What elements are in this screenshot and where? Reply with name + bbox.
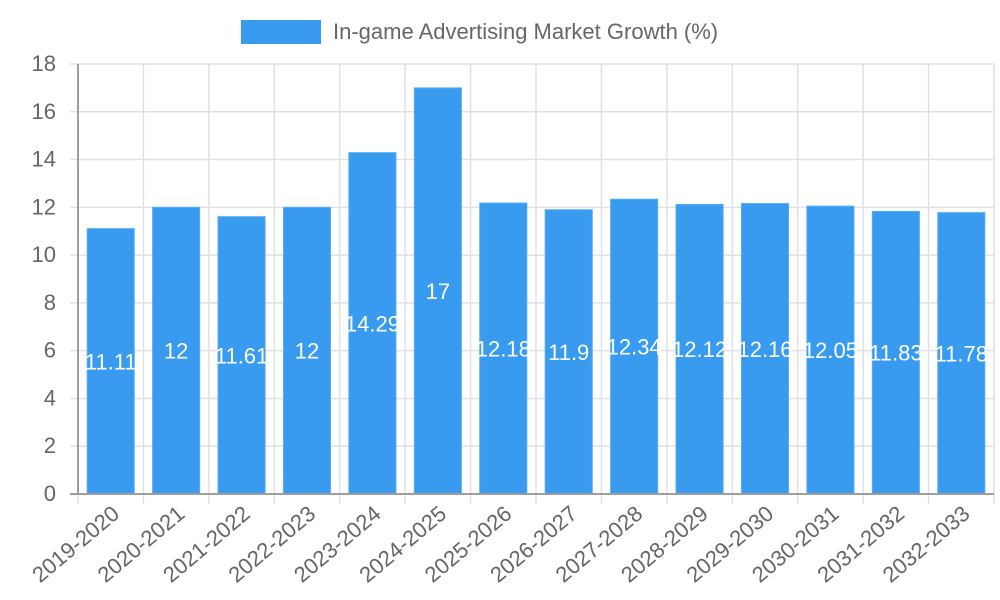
data-label: 12.34 <box>607 335 662 360</box>
y-tick-label: 4 <box>44 385 56 410</box>
y-tick-label: 10 <box>32 242 56 267</box>
data-label: 11.11 <box>85 349 137 374</box>
data-label: 11.61 <box>215 343 268 368</box>
bar[interactable] <box>282 206 332 495</box>
y-tick-label: 18 <box>32 51 56 76</box>
data-label: 14.29 <box>345 311 400 336</box>
bars <box>86 87 986 495</box>
bar[interactable] <box>152 206 201 495</box>
data-label: 12.12 <box>672 337 727 362</box>
bar[interactable] <box>740 203 790 495</box>
y-axis-ticks: 0 2 4 6 8 10 12 14 16 18 <box>32 51 56 506</box>
bar[interactable] <box>806 205 855 495</box>
y-tick-label: 16 <box>32 99 56 124</box>
bar[interactable] <box>937 212 986 495</box>
y-tick-label: 14 <box>32 147 56 172</box>
bar[interactable] <box>479 202 528 495</box>
bar[interactable] <box>217 216 266 495</box>
data-label: 11.78 <box>935 341 988 366</box>
data-label: 12.18 <box>476 337 531 362</box>
y-tick-label: 12 <box>32 194 56 219</box>
data-label: 12.16 <box>737 337 792 362</box>
chart-legend[interactable]: In-game Advertising Market Growth (%) <box>241 19 718 45</box>
data-label: 11.9 <box>548 340 589 365</box>
grid-lines <box>70 63 995 504</box>
legend-swatch <box>241 20 321 44</box>
data-labels: 11.11 12 11.61 12 14.29 17 12.18 11.9 12.34 12.12… <box>85 279 988 374</box>
data-label: 17 <box>426 279 450 304</box>
y-tick-label: 8 <box>44 290 56 315</box>
bar[interactable] <box>871 210 920 495</box>
data-label: 12.05 <box>803 338 858 363</box>
data-label: 11.83 <box>869 341 922 366</box>
axes <box>70 64 994 495</box>
data-label: 12 <box>164 339 188 364</box>
y-tick-label: 2 <box>44 433 56 458</box>
data-label: 12 <box>295 339 319 364</box>
bar[interactable] <box>86 228 135 495</box>
bar[interactable] <box>610 198 659 495</box>
y-tick-label: 6 <box>44 338 56 363</box>
bar[interactable] <box>348 152 397 495</box>
bar[interactable] <box>675 203 724 495</box>
y-tick-label: 0 <box>44 481 56 506</box>
x-axis-ticks: 2019-20202020-20212021-20222022-20232023… <box>27 501 974 588</box>
bar[interactable] <box>413 87 462 495</box>
bar[interactable] <box>544 209 593 495</box>
legend-label: In-game Advertising Market Growth (%) <box>333 19 719 44</box>
